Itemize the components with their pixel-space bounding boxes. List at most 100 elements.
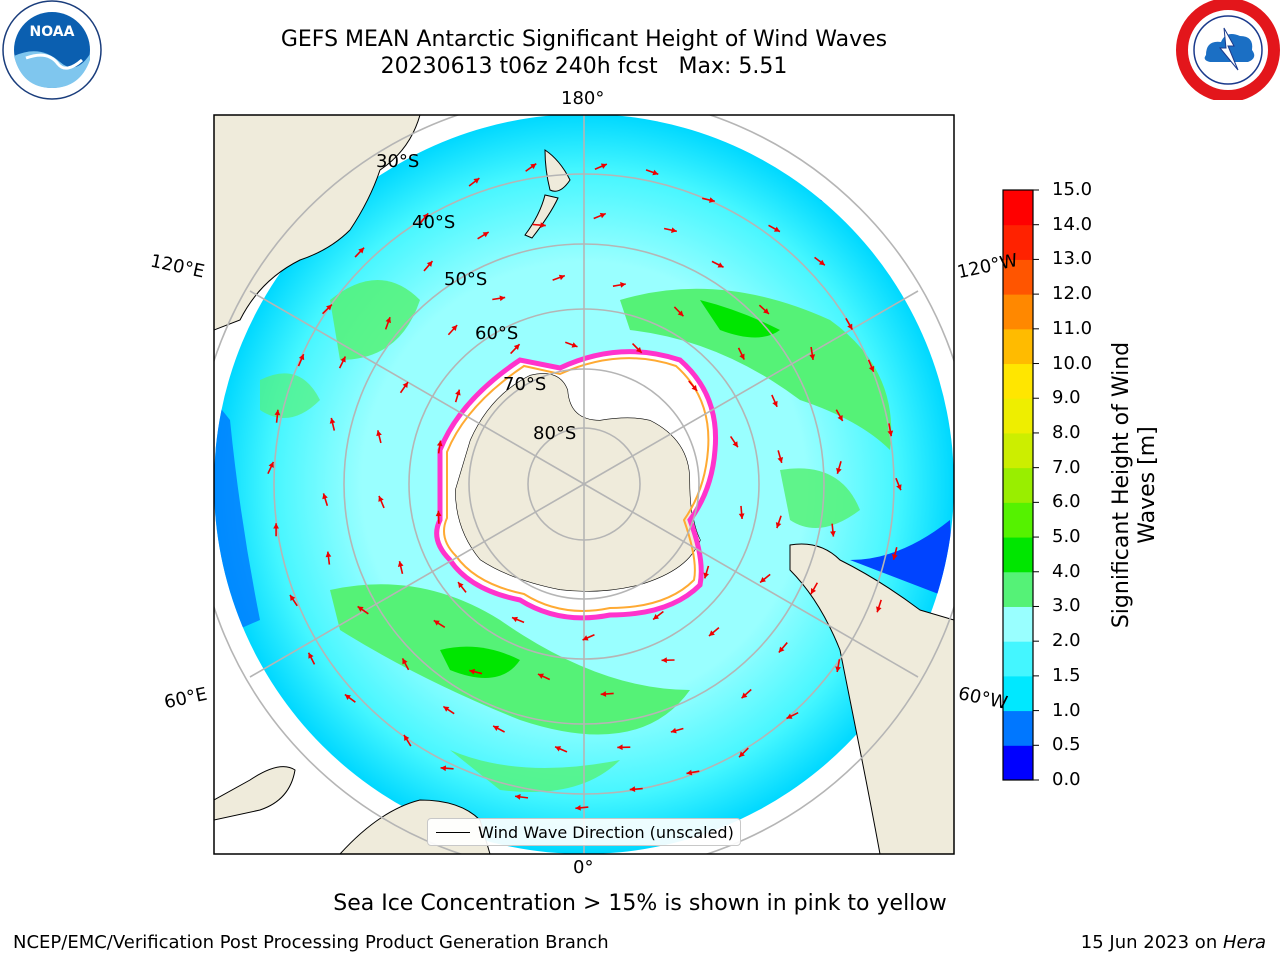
wave-arrow-head (760, 576, 766, 583)
wave-arrow-head (868, 365, 875, 372)
colorbar-label: Significant Height of Wind Waves [m] (1109, 341, 1160, 629)
wave-arrow-head (837, 415, 843, 422)
colorbar (1002, 189, 1039, 781)
wave-arrow-head (582, 635, 589, 641)
colorbar-frame (1002, 189, 1034, 781)
wave-arrow-head (513, 344, 520, 350)
lon-label-180: 180° (561, 88, 605, 109)
wave-arrow-head (340, 356, 346, 363)
colorbar-tick-label: 5.0 (1052, 526, 1081, 548)
wave-arrow-head (537, 673, 544, 679)
credit-text: NCEP/EMC/Verification Post Processing Pr… (13, 932, 609, 953)
ice-edge-pink (434, 349, 719, 621)
wave-arrow-head (499, 295, 506, 302)
wave-arrow-head (530, 163, 537, 170)
lat-label-80s: 80°S (533, 423, 577, 444)
colorbar-segment (1003, 432, 1033, 469)
africa (214, 766, 296, 821)
wave-arrow-head (274, 409, 281, 416)
sea-ice (436, 351, 716, 618)
wave-arrow-head (458, 582, 464, 589)
wave-arrow-head (326, 304, 332, 311)
colorbar-tick-label: 8.0 (1052, 421, 1081, 443)
wave-arrow-head (402, 382, 408, 389)
lat-label-40s: 40°S (412, 212, 456, 233)
wave-arrow-head (403, 734, 410, 741)
wave-arrow-head (308, 652, 314, 659)
wave-arrow-head (600, 691, 607, 697)
land (214, 115, 954, 854)
wave-arrow-head (777, 457, 784, 463)
colorbar-tick-label: 15.0 (1052, 179, 1093, 200)
colorbar-tick-label: 2.0 (1052, 630, 1081, 652)
colorbar-tick-label: 0.0 (1052, 769, 1081, 790)
wave-arrow-head (836, 467, 842, 474)
wave-arrow-head (440, 765, 447, 772)
wave-arrow-head (818, 259, 825, 266)
wave-arrow-head (378, 495, 384, 502)
run-date-text: 15 Jun 2023 on (1080, 932, 1223, 953)
run-host: Hera (1222, 932, 1266, 953)
wave-arrow-head (268, 461, 274, 468)
wave-arrow-head (671, 227, 677, 233)
wave-arrow-head (809, 354, 816, 360)
wave-arrow-head (830, 531, 836, 537)
wave-arrow-head (443, 706, 450, 712)
wave-arrow-head (775, 522, 782, 529)
wave-arrow-head (469, 668, 476, 675)
colorbar-tick-label: 9.0 (1052, 387, 1081, 409)
map-title: GEFS MEAN Antarctic Significant Height o… (280, 27, 888, 52)
wave-arrow-head (670, 727, 677, 734)
wave-arrow-head (677, 310, 684, 317)
colorbar-segment (1003, 537, 1033, 573)
map-subtitle: 20230613 t06z 240h fcst Max: 5.51 (380, 54, 788, 79)
wave-arrow-head (599, 212, 606, 219)
colorbar-tick-label: 0.5 (1052, 734, 1081, 756)
wave-arrow-head (786, 713, 793, 719)
wave-arrow-head (455, 389, 461, 396)
legend-line-swatch (436, 831, 470, 833)
wave-arrow-head (717, 262, 724, 268)
colorbar-segment (1003, 259, 1033, 295)
wave-arrow-head (482, 232, 489, 238)
wave-arrow-head (635, 347, 642, 353)
colorbar-segment (1003, 710, 1033, 746)
wave-arrow-head (741, 692, 748, 699)
wave-arrow-head (763, 308, 769, 314)
map-area (214, 115, 954, 854)
wave-arrow-head (738, 513, 745, 519)
noaa-logo: NOAA (2, 0, 102, 100)
south-america (789, 543, 954, 854)
wave-arrow-head (653, 613, 660, 620)
ice-note: Sea Ice Concentration > 15% is shown in … (333, 891, 947, 916)
colorbar-segment (1003, 467, 1033, 503)
wave-arrow-head (686, 769, 693, 776)
wave-arrow-head (344, 694, 351, 700)
wave-arrow-head (652, 169, 659, 176)
wave-arrow-head (451, 325, 458, 331)
lat-label-50s: 50°S (444, 269, 488, 290)
wave-arrow-head (892, 554, 898, 560)
wave-arrow-head (511, 616, 518, 623)
wave-arrow-head (376, 430, 382, 437)
wave-arrow-head (558, 274, 565, 281)
wave-arrow-head (358, 247, 365, 254)
legend-label: Wind Wave Direction (unscaled) (478, 822, 734, 842)
colorbar-segment (1003, 502, 1033, 538)
wave-arrow-head (515, 794, 521, 800)
wave-arrow-head (732, 441, 738, 448)
wave-arrow-head (773, 226, 780, 232)
wave-arrow-head (436, 440, 443, 447)
wave-arrow-head (298, 354, 305, 361)
colorbar-tick-label: 6.0 (1052, 491, 1081, 513)
colorbar-segment (1003, 606, 1033, 642)
wave-arrow-head (357, 606, 364, 612)
wave-arrow-head (629, 786, 636, 793)
colorbar-segment (1003, 294, 1033, 330)
wave-arrow-head (739, 353, 745, 360)
wave-arrow-head (555, 746, 562, 752)
graticule (214, 115, 954, 854)
map-frame (213, 114, 955, 855)
wave-arrow-head (600, 163, 607, 169)
